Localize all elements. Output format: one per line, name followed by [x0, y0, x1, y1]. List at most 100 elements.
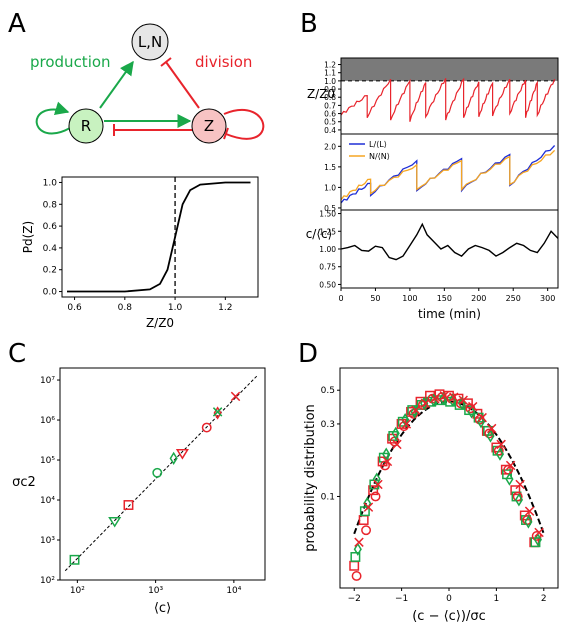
y-tick-label-b2-4: 1.50: [319, 210, 336, 219]
y-tick-label-d-1: 0.3: [321, 420, 335, 430]
data-point-c-6: [201, 422, 212, 433]
y-tick-label-a-1: 0.2: [43, 266, 57, 276]
data-point-d-2-14: [484, 428, 495, 439]
y-tick-label-b2-3: 1.25: [319, 227, 336, 236]
data-point-d-0-6: [406, 406, 417, 417]
y-axis-label-a: Pd(Z): [21, 221, 35, 253]
data-point-d-4-0: [354, 537, 364, 547]
data-point-d-4-15: [496, 439, 506, 450]
self-loop-z: [223, 108, 265, 140]
legend-label-1: N/⟨N⟩: [369, 152, 390, 161]
node-ln-label: L,N: [138, 33, 162, 51]
network-diagram: L,N R Z production division: [30, 23, 265, 144]
x-tick-label-b-6: 300: [540, 294, 555, 303]
plot-frame-a: [61, 176, 259, 298]
y-tick-label-a-5: 1.0: [43, 178, 58, 188]
x-tick-label-b-2: 100: [402, 294, 417, 303]
x-tick-label-b-3: 150: [437, 294, 452, 303]
data-point-c-0: [69, 554, 80, 565]
y-tick-label-b2-0: 0.50: [319, 280, 336, 289]
y-tick-label-b1-3: 2.0: [324, 142, 336, 151]
data-point-d-3-14: [486, 429, 495, 443]
x-tick-label-d-2: 0: [446, 594, 452, 604]
y-axis-label-b-top: Z/Z0: [307, 87, 335, 101]
data-point-d-3-17: [514, 493, 523, 507]
plot-frame-c: [59, 367, 266, 581]
y-axis-label-b-bottom: c/⟨c⟩: [306, 227, 333, 241]
y-tick-label-a-4: 0.8: [43, 200, 58, 210]
x-axis-label-b: time (min): [418, 307, 481, 321]
panel-letter-d: D: [298, 339, 318, 369]
node-r: [68, 108, 104, 144]
data-point-d-0-17: [510, 485, 521, 496]
y-tick-label-c-1: 10³: [40, 536, 55, 546]
c-series-line: [340, 222, 559, 261]
y-tick-label-b0-0: 0.4: [324, 126, 336, 135]
data-point-d-4-18: [524, 506, 535, 516]
data-point-d-4-4: [392, 439, 402, 450]
y-tick-label-c-3: 10⁵: [40, 456, 55, 466]
x-tick-label-a-1: 0.8: [118, 303, 133, 313]
data-point-d-4-9: [439, 390, 450, 401]
data-point-d-3-4: [391, 426, 400, 441]
node-z-label: Z: [204, 117, 214, 135]
plot-frame-b-2: [340, 209, 559, 289]
data-point-d-0-2: [368, 485, 379, 496]
shaded-region: [341, 58, 558, 81]
y-tick-label-b0-5: 0.9: [324, 85, 336, 94]
data-point-c-2: [123, 500, 134, 510]
y-tick-label-b0-8: 1.2: [324, 61, 336, 70]
x-tick-label-a-2: 1.0: [168, 303, 183, 313]
data-point-d-2-2: [370, 491, 381, 502]
data-point-d-0-1: [358, 515, 369, 525]
x-tick-label-a-3: 1.2: [218, 303, 232, 313]
data-point-d-4-2: [373, 479, 383, 490]
data-point-d-4-6: [411, 405, 421, 415]
data-point-d-3-16: [505, 472, 514, 486]
y-tick-label-c-2: 10⁴: [40, 496, 55, 506]
y-tick-label-a-2: 0.4: [43, 244, 58, 254]
data-point-d-2-0: [351, 571, 362, 581]
chart-d-distribution: −2 −1 0 1 2 0.1 0.3 0.5 (c − ⟨c⟩)/σc probability …: [303, 367, 559, 624]
x-tick-label-d-3: 1: [494, 594, 500, 604]
data-point-d-4-1: [363, 502, 374, 512]
node-r-label: R: [81, 117, 91, 135]
gaussian-fit: [353, 400, 545, 535]
data-point-d-3-2: [372, 472, 381, 486]
chart-b-timeseries: Z/Z00.40.50.60.70.80.91.01.11.2L/⟨L⟩N/⟨N…: [306, 57, 559, 321]
data-point-d-4-10: [449, 392, 459, 402]
y-tick-label-a-0: 0.0: [43, 288, 58, 298]
self-loop-r: [35, 101, 71, 135]
division-inhibit-z-to-ln: [165, 61, 200, 109]
y-tick-label-b0-7: 1.1: [324, 69, 336, 78]
panel-letter-b: B: [300, 9, 318, 39]
data-point-c-9: [230, 391, 241, 402]
data-point-d-0-0: [349, 560, 360, 571]
y-tick-label-b1-1: 1.0: [324, 183, 336, 192]
data-point-d-2-3: [380, 460, 390, 471]
data-point-d-4-13: [477, 412, 487, 423]
panel-letter-a: A: [8, 9, 26, 39]
y-tick-label-c-0: 10²: [40, 576, 55, 586]
y-tick-label-d-2: 0.5: [321, 386, 335, 396]
label-production: production: [30, 53, 111, 71]
x-axis-label-a: Z/Z0: [146, 316, 174, 330]
data-point-c-8: [212, 407, 223, 417]
x-tick-label-b-5: 250: [506, 294, 521, 303]
x-tick-label-b-0: 0: [338, 294, 343, 303]
node-z: [191, 108, 227, 144]
data-point-d-3-18: [524, 515, 533, 529]
x-tick-label-b-1: 50: [370, 294, 380, 303]
x-tick-label-d-4: 2: [541, 594, 547, 604]
x-tick-label-c-0: 10²: [70, 586, 85, 596]
y-tick-label-b0-6: 1.0: [324, 77, 336, 86]
data-point-d-4-8: [430, 393, 440, 404]
data-point-d-4-5: [401, 419, 412, 429]
y-axis-label-d: probability distribution: [303, 404, 318, 552]
data-point-d-2-19: [531, 530, 542, 541]
panel-letter-c: C: [8, 339, 26, 369]
x-tick-label-b-4: 200: [471, 294, 486, 303]
data-point-c-5: [175, 449, 189, 460]
node-ln: [131, 23, 169, 61]
